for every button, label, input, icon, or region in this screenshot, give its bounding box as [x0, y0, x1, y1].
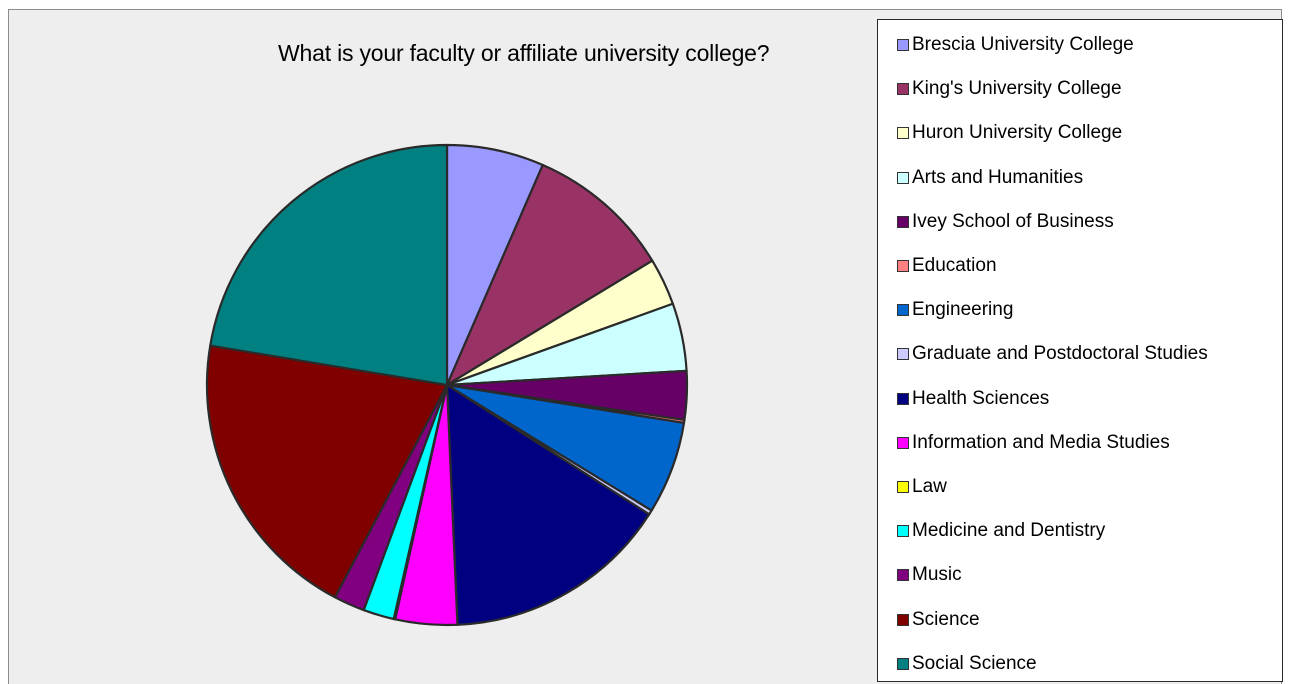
legend-swatch [897, 127, 909, 140]
legend-item: King's University College [897, 77, 1122, 101]
legend-swatch [897, 83, 909, 96]
legend-label: Brescia University College [912, 34, 1134, 55]
legend-label: Music [912, 564, 962, 586]
legend-label: Huron University College [912, 122, 1123, 144]
legend-swatch [897, 171, 909, 184]
chart-legend: Brescia University College King's Univers… [877, 19, 1283, 682]
legend-label: Information and Media Studies [912, 431, 1170, 453]
legend-swatch [897, 39, 909, 51]
legend-item: Education [897, 254, 997, 278]
legend-item: Law [897, 475, 947, 499]
legend-swatch [897, 481, 909, 493]
legend-swatch [897, 260, 909, 272]
legend-label: Law [912, 476, 947, 497]
legend-label: Medicine and Dentistry [912, 520, 1106, 542]
legend-swatch [897, 392, 909, 405]
legend-item: Arts and Humanities [897, 166, 1083, 190]
legend-item: Medicine and Dentistry [897, 519, 1105, 543]
legend-swatch [897, 613, 909, 626]
legend-item: Music [897, 563, 962, 587]
legend-label: Arts and Humanities [912, 166, 1084, 188]
legend-item: Ivey School of Business [897, 210, 1114, 234]
legend-label: Science [912, 608, 980, 630]
legend-label: King's University College [912, 78, 1122, 100]
legend-swatch [897, 436, 909, 449]
legend-item: Social Science [897, 652, 1037, 676]
legend-swatch [897, 525, 909, 538]
legend-label: Health Sciences [912, 387, 1050, 409]
legend-label: Engineering [912, 299, 1014, 321]
legend-label: Education [912, 255, 997, 276]
legend-item: Huron University College [897, 121, 1122, 145]
legend-item: Graduate and Postdoctoral Studies [897, 342, 1208, 366]
legend-swatch [897, 348, 909, 361]
legend-label: Graduate and Postdoctoral Studies [912, 343, 1208, 365]
legend-item: Brescia University College [897, 33, 1134, 57]
legend-label: Social Science [912, 652, 1037, 674]
legend-item: Engineering [897, 298, 1013, 322]
legend-swatch [897, 657, 909, 670]
chart-title: What is your faculty or affiliate univer… [278, 40, 770, 66]
legend-swatch [897, 569, 909, 582]
legend-swatch [897, 304, 909, 317]
legend-label: Ivey School of Business [912, 210, 1114, 232]
legend-swatch [897, 215, 909, 228]
legend-item: Health Sciences [897, 387, 1049, 411]
legend-item: Information and Media Studies [897, 431, 1170, 455]
legend-item: Science [897, 608, 980, 632]
